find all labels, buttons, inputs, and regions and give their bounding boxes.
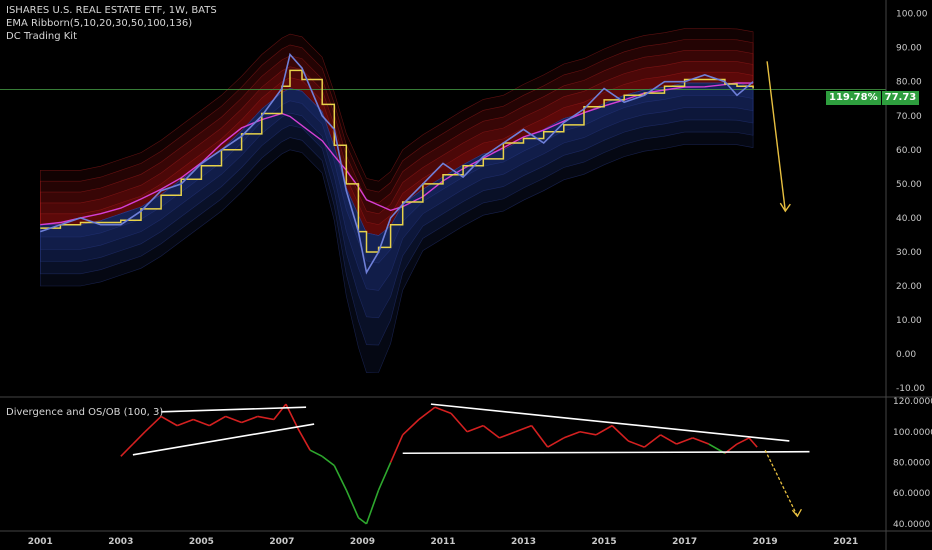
main-y-tick-label: 80.00 xyxy=(896,78,922,88)
oscillator-segment xyxy=(209,415,226,427)
oscillator-segment xyxy=(144,415,162,433)
main-y-tick-label: 30.00 xyxy=(896,248,922,258)
oscillator-segment xyxy=(273,403,287,420)
x-tick-label: 2007 xyxy=(269,537,294,547)
oscillator-segment xyxy=(176,418,194,427)
main-y-tick-label: 70.00 xyxy=(896,112,922,122)
oscillator-segment xyxy=(579,430,597,436)
price-tag-percent: 119.78% xyxy=(826,91,881,105)
oscillator-segment xyxy=(160,415,178,427)
oscillator-segment xyxy=(450,412,468,433)
main-y-tick-label: 50.00 xyxy=(896,180,922,190)
oscillator-pane xyxy=(120,403,810,525)
oscillator-segment xyxy=(547,437,565,448)
x-tick-label: 2013 xyxy=(511,537,536,547)
main-legend-title[interactable]: ISHARES U.S. REAL ESTATE ETF, 1W, BATS xyxy=(6,5,217,16)
forecast-arrow-head xyxy=(779,202,791,213)
main-y-tick-label: 100.00 xyxy=(896,10,928,20)
oscillator-segment xyxy=(676,437,693,445)
x-tick-label: 2005 xyxy=(189,537,214,547)
price-line xyxy=(40,52,754,275)
osc-y-tick-label: 80.0000 xyxy=(893,458,930,468)
osc-y-tick-label: 120.0000 xyxy=(893,397,932,407)
x-tick-label: 2019 xyxy=(753,537,778,547)
oscillator-segment xyxy=(297,428,311,451)
oscillator-forecast-arrow xyxy=(764,449,798,517)
oscillator-legend-title[interactable]: Divergence and OS/OB (100, 3) xyxy=(6,407,164,418)
last-price-tag: 119.78% 77.73 xyxy=(826,91,920,105)
oscillator-segment xyxy=(132,431,146,445)
oscillator-segment xyxy=(466,424,484,433)
x-tick-label: 2011 xyxy=(430,537,455,547)
main-y-tick-label: 60.00 xyxy=(896,146,922,156)
oscillator-segment xyxy=(365,489,380,525)
oscillator-segment xyxy=(736,437,750,445)
trendline xyxy=(402,450,810,455)
oscillator-segment xyxy=(321,455,335,467)
oscillator-segment xyxy=(333,465,348,491)
oscillator-segment xyxy=(660,434,677,445)
oscillator-segment xyxy=(241,415,259,424)
oscillator-segment xyxy=(389,434,404,463)
main-y-tick-label: 20.00 xyxy=(896,282,922,292)
oscillator-segment xyxy=(193,418,210,427)
main-y-tick-label: 40.00 xyxy=(896,214,922,224)
oscillator-segment xyxy=(357,517,367,525)
oscillator-segment xyxy=(643,434,661,448)
main-legend: ISHARES U.S. REAL ESTATE ETF, 1W, BATS E… xyxy=(6,4,217,43)
oscillator-segment xyxy=(402,418,420,436)
trendline xyxy=(132,423,315,456)
price-tag-value: 77.73 xyxy=(881,91,920,105)
oscillator-segment xyxy=(345,489,360,519)
oscillator-segment xyxy=(225,415,242,424)
oscillator-segment xyxy=(418,406,436,421)
oscillator-segment xyxy=(434,406,452,415)
main-y-tick-label: 90.00 xyxy=(896,44,922,54)
oscillator-segment xyxy=(499,431,516,439)
main-price-pane xyxy=(0,28,886,374)
osc-y-tick-label: 100.0000 xyxy=(893,428,932,438)
x-tick-label: 2021 xyxy=(833,537,858,547)
x-tick-label: 2009 xyxy=(350,537,375,547)
x-tick-label: 2017 xyxy=(672,537,697,547)
oscillator-segment xyxy=(120,443,134,457)
oscillator-segment xyxy=(627,440,645,448)
osc-y-tick-label: 40.0000 xyxy=(893,520,930,530)
donchian-line xyxy=(40,69,754,253)
oscillator-segment xyxy=(530,425,549,448)
main-legend-dc-kit[interactable]: DC Trading Kit xyxy=(6,31,77,42)
main-y-tick-label: -10.00 xyxy=(896,384,925,394)
oscillator-segment xyxy=(515,424,532,433)
osc-y-tick-label: 60.0000 xyxy=(893,489,930,499)
oscillator-segment xyxy=(611,425,629,442)
forecast-arrow xyxy=(766,61,787,212)
ema-long-line xyxy=(40,82,754,226)
oscillator-segment xyxy=(482,424,500,439)
main-y-tick-label: 0.00 xyxy=(896,350,916,360)
main-legend-ema-ribbon[interactable]: EMA Ribborn(5,10,20,30,50,100,136) xyxy=(6,18,193,29)
oscillator-segment xyxy=(692,437,710,445)
oscillator-segment xyxy=(309,449,323,458)
oscillator-segment xyxy=(595,424,613,436)
x-tick-label: 2001 xyxy=(28,537,53,547)
oscillator-segment xyxy=(563,431,581,439)
x-tick-label: 2003 xyxy=(108,537,133,547)
trendline xyxy=(161,406,307,413)
oscillator-segment xyxy=(257,415,275,421)
oscillator-segment xyxy=(748,437,758,448)
oscillator-legend: Divergence and OS/OB (100, 3) xyxy=(6,406,163,419)
trendline xyxy=(430,403,790,442)
main-y-tick-label: 10.00 xyxy=(896,316,922,326)
oscillator-forecast-arrow-head xyxy=(791,508,802,518)
x-tick-label: 2015 xyxy=(592,537,617,547)
oscillator-segment xyxy=(377,462,392,491)
